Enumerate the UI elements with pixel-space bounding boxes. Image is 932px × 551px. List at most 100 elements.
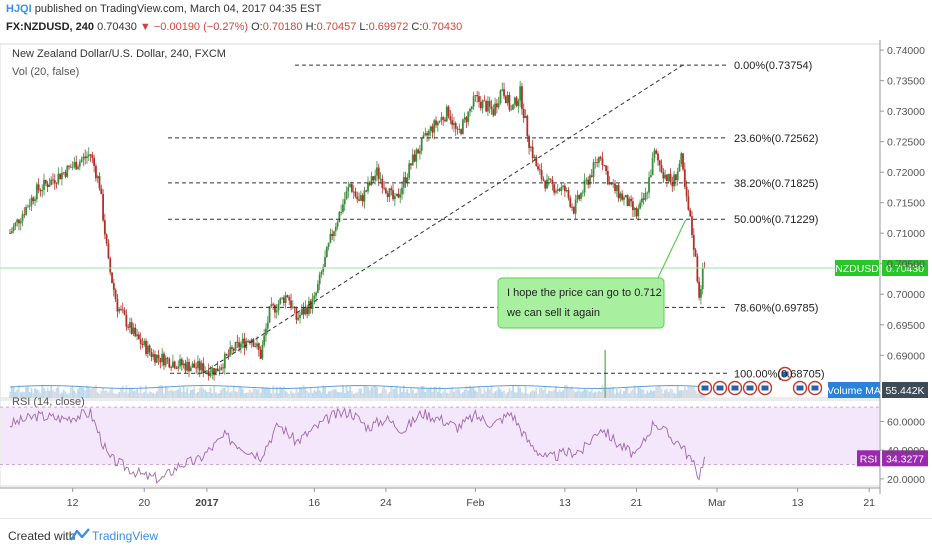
- candle-body: [546, 179, 548, 189]
- tradingview-logo-icon[interactable]: [70, 528, 90, 542]
- symbol-badge: [835, 259, 879, 276]
- candle-body: [163, 353, 165, 366]
- candle-body: [46, 183, 49, 187]
- volume-bar: [352, 393, 355, 398]
- candle-body: [376, 167, 378, 176]
- volume-bar: [25, 387, 28, 398]
- candle-body: [556, 189, 559, 191]
- volume-bar: [359, 388, 362, 398]
- volume-bar: [52, 389, 54, 398]
- candle-body: [243, 338, 246, 348]
- candle-body: [84, 156, 87, 159]
- volume-bar: [28, 391, 31, 398]
- rsi-value-badge-text: 34.3277: [886, 453, 924, 465]
- candle-body: [9, 233, 11, 235]
- candle-body: [61, 172, 63, 180]
- volume-bar: [78, 385, 81, 398]
- candle-body: [606, 171, 609, 185]
- volume-bar: [347, 390, 350, 398]
- rsi-value-badge: [882, 450, 928, 467]
- volume-bar: [139, 385, 142, 398]
- candle-body: [354, 191, 357, 197]
- candle-body: [564, 185, 566, 192]
- candle-body: [55, 183, 58, 185]
- candle-body: [529, 146, 532, 148]
- volume-bar: [265, 387, 267, 398]
- volume-bar: [19, 392, 22, 398]
- candle-body: [653, 150, 656, 159]
- candle-body: [188, 361, 190, 372]
- volume-bar: [408, 393, 411, 398]
- candle-body: [27, 206, 29, 208]
- candle-body: [263, 335, 266, 345]
- candle-body: [640, 198, 643, 203]
- volume-bar: [540, 387, 543, 398]
- candle-body: [270, 304, 273, 307]
- price-chart-svg[interactable]: Volume MA 55.442K 0.00%(0.73754) 23.60%(0.…: [0, 40, 932, 518]
- volume-bar: [334, 389, 337, 398]
- volume-value-badge: [882, 382, 928, 398]
- volume-bar: [48, 390, 51, 398]
- candle-body: [572, 207, 575, 214]
- publisher-name[interactable]: HJQI: [6, 3, 32, 15]
- volume-bar: [98, 393, 101, 398]
- volume-bar: [372, 386, 375, 398]
- volume-bar: [62, 389, 65, 398]
- volume-bar: [692, 386, 695, 398]
- volume-bar: [612, 386, 615, 398]
- volume-bar: [538, 387, 541, 398]
- candle-body: [630, 198, 633, 202]
- volume-bar: [349, 386, 351, 398]
- x-tick-label: 21: [631, 497, 643, 509]
- candle-body: [195, 367, 198, 369]
- tradingview-brand[interactable]: TradingView: [92, 529, 159, 543]
- volume-bar: [297, 392, 300, 398]
- volume-bar: [82, 387, 85, 398]
- chart-area[interactable]: Volume MA 55.442K 0.00%(0.73754) 23.60%(0.…: [0, 40, 932, 523]
- candle-body: [460, 129, 462, 134]
- candle-body: [624, 195, 627, 198]
- candle-body: [125, 314, 128, 327]
- candle-body: [222, 367, 224, 369]
- volume-bar: [547, 390, 550, 398]
- volume-bar: [576, 390, 579, 398]
- candle-body: [137, 334, 140, 340]
- fib-level-label: 78.60%(0.69785): [734, 302, 818, 314]
- price-tick-label: 0.70500: [887, 259, 925, 271]
- volume-bar: [290, 390, 292, 398]
- candle-body: [490, 106, 493, 110]
- created-with-text: Created with: [8, 529, 76, 543]
- rsi-badge: [857, 450, 880, 467]
- candle-body: [32, 197, 35, 202]
- volume-bar: [170, 389, 172, 398]
- volume-bar: [141, 393, 144, 398]
- candle-body: [678, 163, 681, 172]
- candle-body: [80, 159, 83, 162]
- candle-body: [304, 307, 307, 315]
- volume-bar: [299, 387, 301, 398]
- candle-body: [601, 158, 604, 166]
- volume-bar: [281, 388, 283, 398]
- candle-body: [513, 97, 516, 105]
- volume-bar: [363, 386, 366, 398]
- candle-body: [202, 363, 205, 373]
- candle-body: [617, 185, 620, 199]
- candle-body: [68, 165, 70, 167]
- candle-body: [227, 354, 230, 356]
- volume-bar: [504, 393, 507, 398]
- volume-bar: [417, 387, 420, 398]
- volume-bar: [361, 392, 364, 398]
- volume-bar: [207, 391, 210, 398]
- candle-body: [66, 165, 69, 177]
- candle-body: [551, 179, 554, 185]
- candle-body: [415, 149, 418, 162]
- volume-bar: [392, 388, 394, 398]
- volume-bar: [444, 389, 446, 398]
- volume-bar: [105, 390, 108, 398]
- candle-body: [576, 195, 579, 200]
- candle-body: [316, 284, 319, 293]
- volume-bar: [535, 387, 538, 398]
- candle-body: [232, 348, 235, 351]
- volume-bar: [111, 387, 113, 398]
- candle-body: [331, 233, 334, 237]
